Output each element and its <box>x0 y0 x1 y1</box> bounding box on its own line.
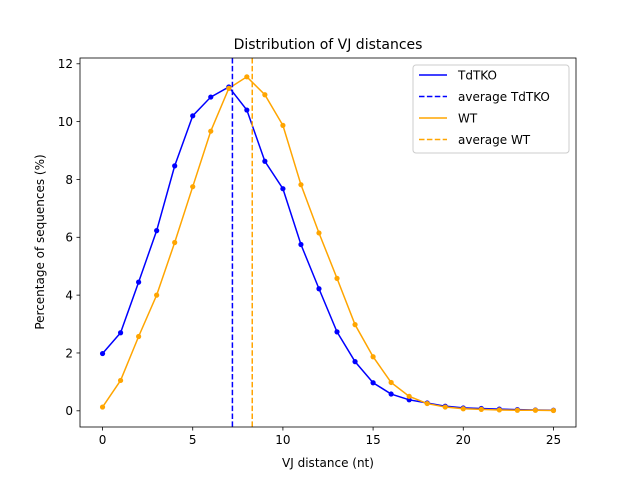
data-point-wt <box>514 407 520 413</box>
data-point-wt <box>280 122 286 128</box>
data-point-wt <box>136 333 142 340</box>
data-point-tdtko <box>136 279 142 285</box>
plot-area <box>79 57 577 428</box>
data-point-wt <box>208 128 214 134</box>
data-point-wt <box>388 379 394 386</box>
data-point-tdtko <box>352 359 358 365</box>
data-point-tdtko <box>172 163 178 169</box>
y-tick-label: 6 <box>65 231 73 245</box>
axes-frame <box>79 57 577 428</box>
x-axis: 0 5 10 15 20 25 <box>99 427 561 447</box>
data-point-wt <box>190 184 196 190</box>
series-line-wt <box>101 75 554 412</box>
data-point-wt <box>172 239 178 246</box>
data-point-wt <box>262 92 268 98</box>
data-point-tdtko <box>208 94 214 100</box>
data-point-wt <box>298 182 304 188</box>
data-point-wt <box>406 393 412 399</box>
data-point-wt <box>99 404 106 410</box>
data-point-wt <box>226 85 232 91</box>
series-line-tdtko <box>101 85 554 411</box>
data-point-wt <box>117 377 124 384</box>
y-tick-label: 10 <box>58 115 73 129</box>
data-point-wt <box>352 322 358 328</box>
data-point-tdtko <box>280 186 286 192</box>
x-tick-label: 15 <box>365 433 380 447</box>
data-point-tdtko <box>388 391 394 397</box>
data-point-tdtko <box>244 107 250 113</box>
x-tick-label: 25 <box>546 433 561 447</box>
data-point-wt <box>316 230 322 236</box>
data-point-tdtko <box>298 241 304 248</box>
data-point-tdtko <box>117 330 124 336</box>
x-axis-label: VJ distance (nt) <box>282 456 374 470</box>
y-tick-label: 4 <box>65 288 73 302</box>
y-axis-label: Percentage of sequences (%) <box>33 154 47 329</box>
legend-label-wt: WT <box>458 111 478 125</box>
data-point-wt <box>496 407 502 413</box>
chart-title: Distribution of VJ distances <box>234 37 423 53</box>
y-tick-label: 2 <box>65 346 73 360</box>
y-tick-label: 0 <box>65 404 73 418</box>
y-tick-label: 12 <box>58 57 73 71</box>
x-tick-label: 20 <box>456 433 471 447</box>
x-tick-label: 10 <box>275 433 290 447</box>
data-point-wt <box>154 292 160 298</box>
legend-label-tdtko: TdTKO <box>457 68 497 82</box>
data-point-tdtko <box>370 380 376 386</box>
x-tick-label: 0 <box>99 433 107 447</box>
data-point-wt <box>370 354 376 360</box>
data-point-tdtko <box>190 113 196 119</box>
data-point-wt <box>424 400 430 407</box>
data-point-wt <box>478 406 484 412</box>
data-point-tdtko <box>154 228 160 234</box>
data-point-wt <box>460 406 466 412</box>
y-axis: 0 2 4 6 8 10 12 <box>58 57 80 418</box>
x-tick-label: 5 <box>189 433 197 447</box>
legend-label-average-tdtko: average TdTKO <box>458 90 550 104</box>
legend-box <box>412 64 570 154</box>
data-point-tdtko <box>316 286 322 292</box>
data-point-wt <box>334 275 340 281</box>
data-point-tdtko <box>262 158 268 164</box>
data-point-tdtko <box>99 350 106 357</box>
data-point-tdtko <box>334 329 340 335</box>
legend: TdTKO average TdTKO WT average WT <box>412 64 570 154</box>
data-point-wt <box>442 404 448 410</box>
data-point-wt <box>550 407 557 414</box>
data-point-wt <box>244 74 250 80</box>
data-point-wt <box>532 407 539 413</box>
legend-label-average-wt: average WT <box>458 133 531 147</box>
y-tick-label: 8 <box>65 173 73 187</box>
